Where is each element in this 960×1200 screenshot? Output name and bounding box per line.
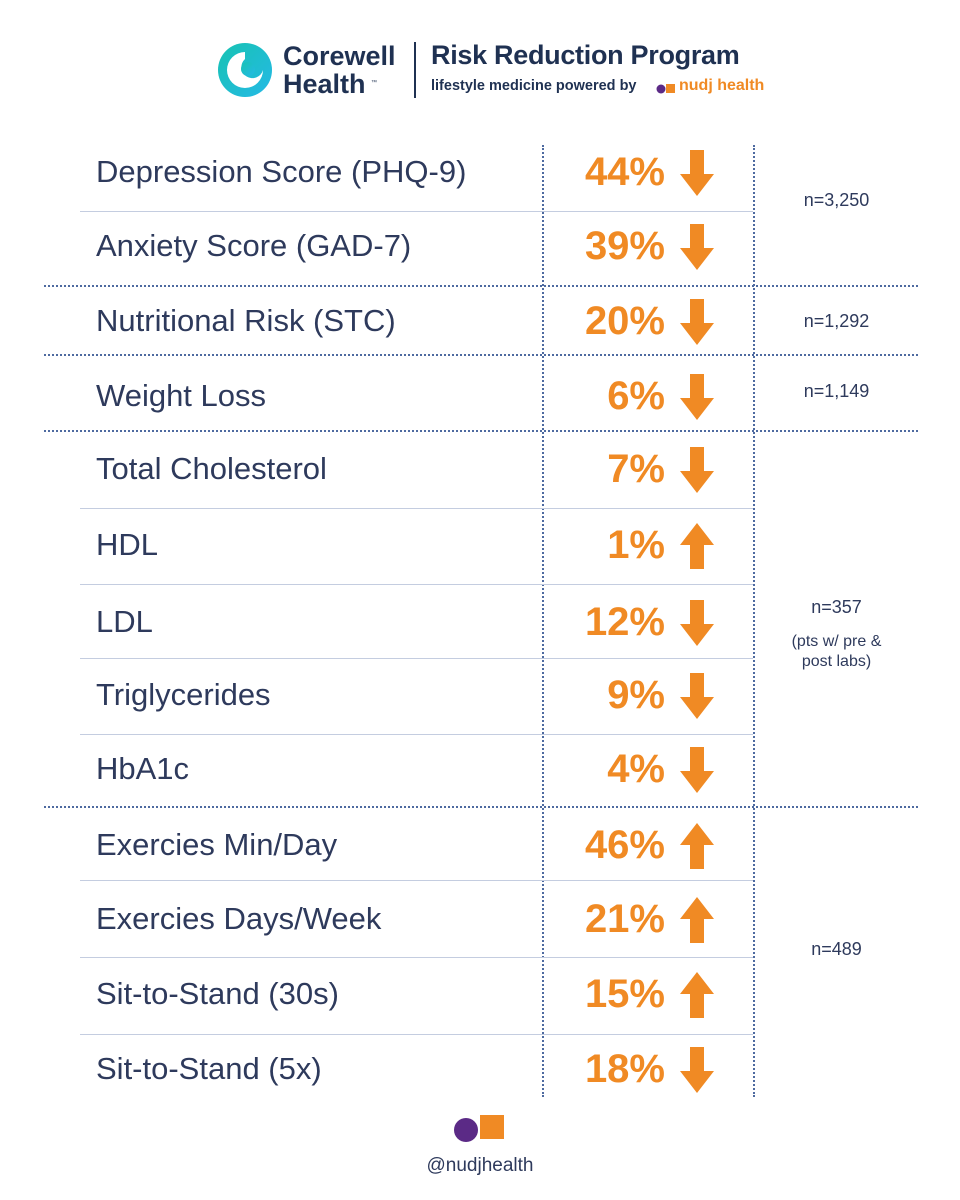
group-separator [44, 354, 918, 356]
arrow-down-icon [680, 374, 714, 420]
row-separator [80, 734, 753, 735]
column-divider [542, 145, 544, 1097]
row-separator [80, 508, 753, 509]
arrow-down-icon [680, 1047, 714, 1093]
nudj-health-wordmark: nudj health [679, 77, 765, 94]
metric-label: Total Cholesterol [96, 451, 327, 486]
row-separator [80, 658, 753, 659]
brand-name: Corewell Health [283, 42, 396, 98]
brand-line1: Corewell [283, 41, 396, 71]
sample-size-note: post labs) [801, 653, 872, 670]
arrow-up-icon [680, 897, 714, 943]
sample-size: n=489 [811, 939, 862, 959]
sample-size: n=1,149 [803, 381, 870, 401]
row-separator [80, 584, 753, 585]
metric-label: Sit-to-Stand (5x) [96, 1051, 322, 1086]
sample-size: n=3,250 [803, 190, 870, 210]
metric-value: 12% [584, 600, 665, 644]
metric-label: Nutritional Risk (STC) [96, 303, 396, 338]
program-subtitle: lifestyle medicine powered by [431, 78, 637, 94]
metric-label: Weight Loss [96, 378, 267, 413]
arrow-down-icon [680, 747, 714, 793]
program-title: Risk Reduction Program [431, 40, 740, 70]
nudj-logo-icon [656, 84, 675, 94]
metric-label: LDL [96, 604, 153, 639]
metric-value: 4% [607, 747, 665, 791]
arrow-down-icon [680, 447, 714, 493]
metric-label: Depression Score (PHQ-9) [96, 154, 467, 189]
sample-size: n=1,292 [803, 311, 870, 331]
group-separator [44, 285, 918, 287]
row-separator [80, 880, 753, 881]
metric-label: Exercies Min/Day [96, 827, 338, 862]
metric-value: 7% [607, 447, 665, 491]
metric-value: 20% [584, 299, 665, 343]
social-handle: @nudjhealth [426, 1155, 534, 1176]
metric-label: HbA1c [96, 751, 190, 786]
metric-value: 21% [584, 897, 665, 941]
metric-label: Anxiety Score (GAD-7) [96, 228, 412, 263]
metric-value: 39% [584, 224, 665, 268]
brand-line2: Health [283, 69, 366, 99]
header-divider [414, 42, 416, 98]
trademark: ™ [371, 80, 377, 86]
group-separator [44, 430, 918, 432]
arrow-down-icon [680, 299, 714, 345]
metric-value: 44% [584, 150, 665, 194]
nudj-logo-icon [454, 1115, 504, 1142]
metric-value: 18% [584, 1047, 665, 1091]
metric-value: 6% [607, 374, 665, 418]
arrow-down-icon [680, 600, 714, 646]
row-separator [80, 1034, 753, 1035]
metric-label: Exercies Days/Week [96, 901, 382, 936]
metric-value: 1% [607, 523, 665, 567]
row-separator [80, 211, 753, 212]
arrow-up-icon [680, 972, 714, 1018]
group-separator [44, 806, 918, 808]
arrow-down-icon [680, 150, 714, 196]
row-separator [80, 957, 753, 958]
arrow-up-icon [680, 523, 714, 569]
arrow-down-icon [680, 673, 714, 719]
arrow-up-icon [680, 823, 714, 869]
metric-value: 46% [584, 823, 665, 867]
metric-value: 9% [607, 673, 665, 717]
metric-value: 15% [584, 972, 665, 1016]
metric-label: Sit-to-Stand (30s) [96, 976, 339, 1011]
arrow-down-icon [680, 224, 714, 270]
sample-size: n=357 [811, 597, 862, 617]
metric-label: Triglycerides [96, 677, 271, 712]
sample-size-note: (pts w/ pre & [791, 633, 882, 650]
corewell-logo-icon [218, 43, 272, 97]
header: Corewell Health ™ Risk Reduction Program… [0, 0, 960, 120]
metric-label: HDL [96, 527, 159, 562]
column-divider [753, 145, 755, 1097]
